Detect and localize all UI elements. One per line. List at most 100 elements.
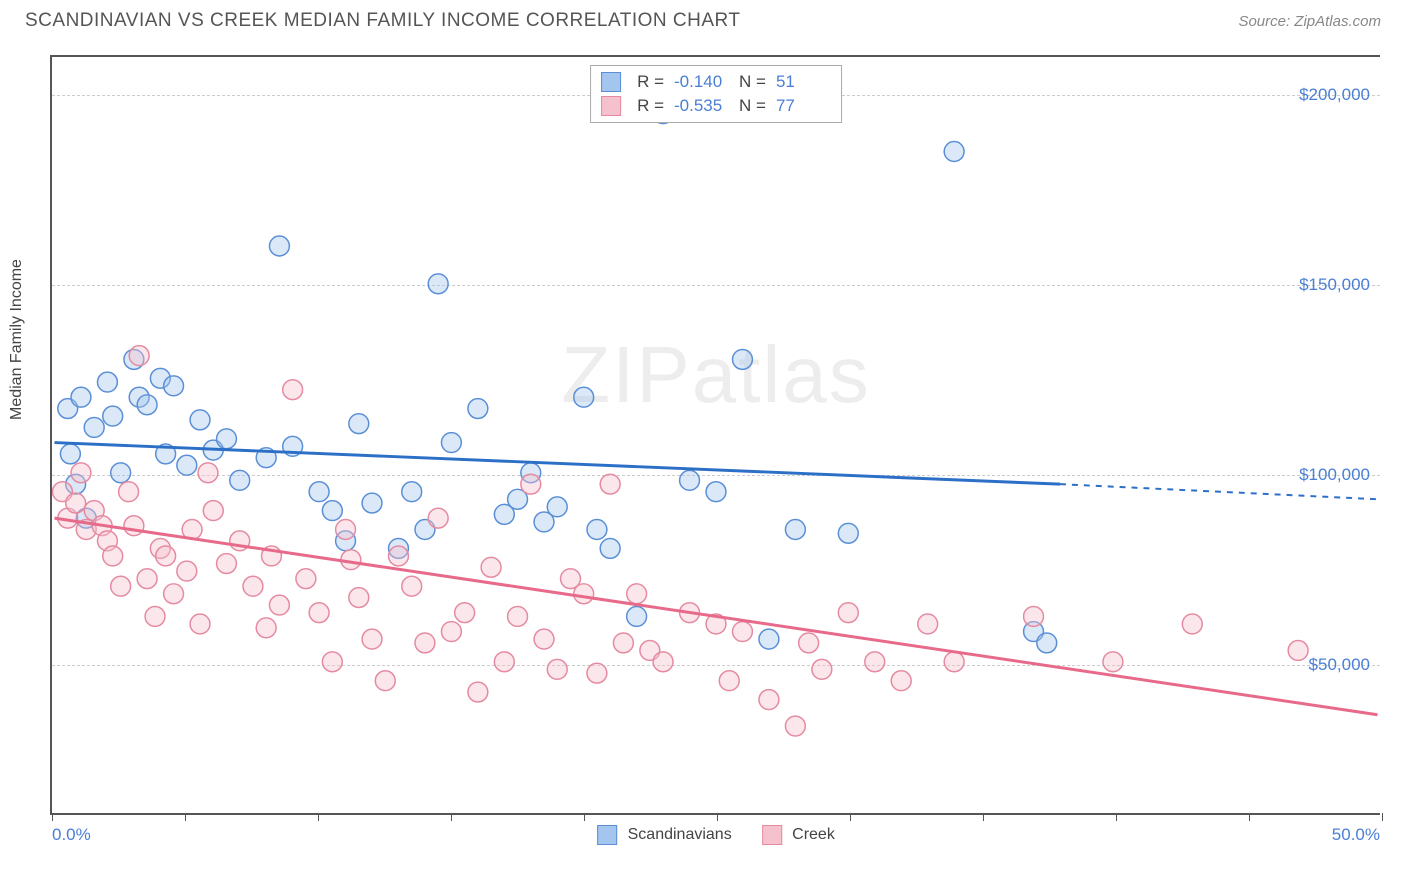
data-point bbox=[468, 682, 488, 702]
data-point bbox=[103, 546, 123, 566]
x-tick bbox=[451, 813, 452, 821]
x-tick bbox=[52, 813, 53, 821]
data-point bbox=[944, 142, 964, 162]
data-point bbox=[119, 482, 139, 502]
data-point bbox=[129, 346, 149, 366]
legend-swatch-scandinavians bbox=[601, 72, 621, 92]
data-point bbox=[145, 606, 165, 626]
data-point bbox=[719, 671, 739, 691]
data-point bbox=[124, 516, 144, 536]
data-point bbox=[362, 629, 382, 649]
data-point bbox=[759, 629, 779, 649]
data-point bbox=[309, 482, 329, 502]
data-point bbox=[706, 482, 726, 502]
data-point bbox=[613, 633, 633, 653]
legend-swatch-creek bbox=[601, 96, 621, 116]
data-point bbox=[574, 584, 594, 604]
data-point bbox=[1024, 606, 1044, 626]
data-point bbox=[891, 671, 911, 691]
data-point bbox=[203, 501, 223, 521]
x-axis-start-label: 0.0% bbox=[52, 825, 91, 845]
legend-label: Scandinavians bbox=[628, 826, 732, 843]
legend-label: Creek bbox=[792, 826, 835, 843]
data-point bbox=[137, 395, 157, 415]
data-point bbox=[111, 576, 131, 596]
data-point bbox=[865, 652, 885, 672]
data-point bbox=[799, 633, 819, 653]
data-point bbox=[60, 444, 80, 464]
chart-source: Source: ZipAtlas.com bbox=[1238, 13, 1381, 30]
data-point bbox=[508, 606, 528, 626]
data-point bbox=[600, 538, 620, 558]
x-tick bbox=[185, 813, 186, 821]
data-point bbox=[918, 614, 938, 634]
chart-title: SCANDINAVIAN VS CREEK MEDIAN FAMILY INCO… bbox=[25, 10, 741, 32]
data-point bbox=[838, 523, 858, 543]
data-point bbox=[230, 470, 250, 490]
chart-header: SCANDINAVIAN VS CREEK MEDIAN FAMILY INCO… bbox=[0, 0, 1406, 37]
data-point bbox=[375, 671, 395, 691]
data-point bbox=[71, 463, 91, 483]
data-point bbox=[428, 274, 448, 294]
data-point bbox=[428, 508, 448, 528]
data-point bbox=[269, 236, 289, 256]
data-point bbox=[944, 652, 964, 672]
data-point bbox=[547, 497, 567, 517]
data-point bbox=[164, 584, 184, 604]
data-point bbox=[349, 414, 369, 434]
series-legend: Scandinavians Creek bbox=[597, 825, 835, 845]
data-point bbox=[627, 584, 647, 604]
data-point bbox=[177, 561, 197, 581]
data-point bbox=[534, 629, 554, 649]
data-point bbox=[66, 493, 86, 513]
data-point bbox=[243, 576, 263, 596]
n-value-scandinavians: 51 bbox=[776, 72, 831, 92]
data-point bbox=[1182, 614, 1202, 634]
data-point bbox=[733, 622, 753, 642]
trend-line-dashed bbox=[1060, 484, 1378, 499]
data-point bbox=[587, 663, 607, 683]
data-point bbox=[164, 376, 184, 396]
x-tick bbox=[717, 813, 718, 821]
data-point bbox=[547, 659, 567, 679]
x-tick bbox=[983, 813, 984, 821]
data-point bbox=[97, 372, 117, 392]
data-point bbox=[198, 463, 218, 483]
data-point bbox=[362, 493, 382, 513]
trend-line bbox=[55, 518, 1378, 715]
data-point bbox=[283, 380, 303, 400]
data-point bbox=[733, 349, 753, 369]
data-point bbox=[587, 520, 607, 540]
data-point bbox=[296, 569, 316, 589]
data-point bbox=[1288, 641, 1308, 661]
data-point bbox=[455, 603, 475, 623]
data-point bbox=[680, 470, 700, 490]
data-point bbox=[269, 595, 289, 615]
x-tick bbox=[850, 813, 851, 821]
data-point bbox=[481, 557, 501, 577]
legend-swatch-icon bbox=[762, 825, 782, 845]
x-tick bbox=[1116, 813, 1117, 821]
data-point bbox=[336, 520, 356, 540]
data-point bbox=[322, 652, 342, 672]
data-point bbox=[494, 652, 514, 672]
data-point bbox=[217, 429, 237, 449]
r-label: R = bbox=[637, 72, 664, 92]
scatter-svg bbox=[52, 57, 1380, 813]
y-axis-label: Median Family Income bbox=[8, 259, 26, 420]
data-point bbox=[441, 433, 461, 453]
data-point bbox=[71, 387, 91, 407]
data-point bbox=[349, 588, 369, 608]
data-point bbox=[402, 482, 422, 502]
data-point bbox=[785, 716, 805, 736]
data-point bbox=[309, 603, 329, 623]
data-point bbox=[812, 659, 832, 679]
data-point bbox=[137, 569, 157, 589]
data-point bbox=[389, 546, 409, 566]
x-axis-end-label: 50.0% bbox=[1332, 825, 1380, 845]
data-point bbox=[759, 690, 779, 710]
x-tick bbox=[318, 813, 319, 821]
data-point bbox=[322, 501, 342, 521]
data-point bbox=[111, 463, 131, 483]
n-label: N = bbox=[739, 72, 766, 92]
